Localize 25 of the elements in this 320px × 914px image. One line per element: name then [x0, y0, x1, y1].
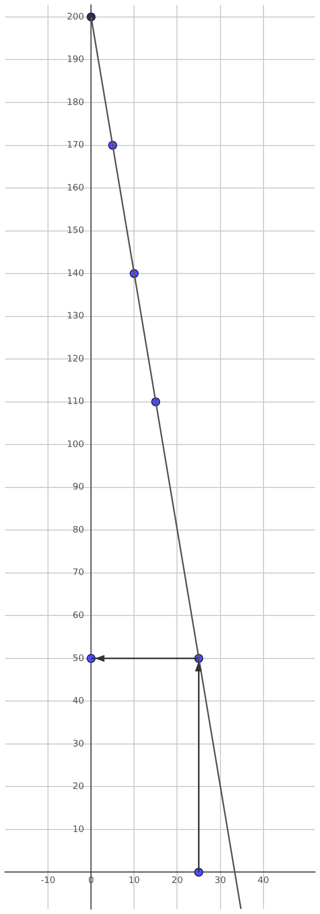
y-tick-label: 60: [72, 610, 84, 621]
y-tick-label: 70: [72, 568, 84, 578]
y-tick-label: 90: [72, 482, 84, 493]
y-tick-label: 100: [66, 440, 84, 450]
y-tick-label: 170: [66, 140, 84, 151]
y-tick-label: 130: [66, 312, 84, 322]
y-tick-label: 50: [72, 654, 84, 664]
y-tick-label: 30: [72, 739, 84, 750]
y-tick-label: 10: [72, 824, 84, 835]
y-tick-label: 120: [66, 354, 84, 364]
y-tick-label: 20: [72, 782, 84, 792]
x-tick-label: 30: [214, 876, 226, 886]
x-tick-label: -10: [40, 876, 56, 886]
y-tick-label: 200: [66, 12, 84, 22]
x-tick-label: 40: [258, 876, 270, 886]
y-tick-label: 190: [66, 55, 84, 66]
y-tick-label: 160: [66, 183, 84, 194]
y-tick-label: 40: [72, 696, 84, 707]
y-tick-label: 140: [66, 268, 84, 279]
y-tick-label: 150: [66, 226, 84, 236]
y-tick-label: 80: [72, 525, 84, 536]
x-tick-label: 10: [128, 876, 140, 886]
y-tick-label: 110: [66, 397, 84, 408]
x-tick-label: 20: [171, 876, 184, 886]
y-tick-label: 180: [66, 98, 84, 108]
